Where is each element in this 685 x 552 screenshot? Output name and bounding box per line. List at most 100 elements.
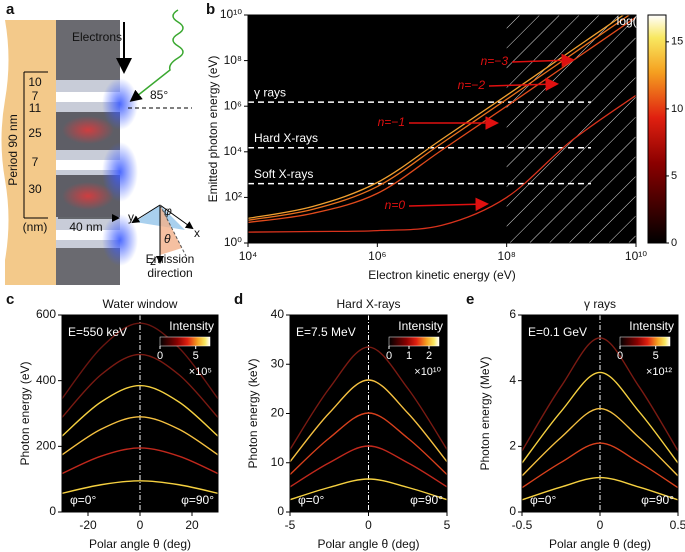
reference-label: Soft X-rays	[254, 167, 313, 181]
phi-label: φ=90°	[181, 493, 214, 507]
label: Electrons	[72, 30, 122, 44]
colorbar-label: Intensity	[398, 319, 443, 333]
axis	[159, 204, 187, 257]
angle-label: φ	[164, 204, 172, 218]
colorbar-tick-label: 5	[653, 350, 659, 362]
series-line	[62, 353, 218, 418]
reference-label: Hard X-rays	[254, 131, 318, 145]
x-tick-label: 10¹⁰	[625, 249, 647, 263]
energy-label: E=0.1 GeV	[528, 325, 587, 339]
x-axis-label: Electron kinetic energy (eV)	[368, 268, 515, 282]
y-axis-label: Photon energy (MeV)	[478, 356, 492, 470]
plot-area	[248, 15, 636, 243]
series-line	[62, 480, 218, 494]
y-tick-label: 6	[509, 307, 516, 321]
angle-label: θ	[164, 232, 171, 246]
panel-label: c	[6, 291, 14, 308]
series-label: n=−1	[378, 115, 405, 129]
field	[62, 116, 114, 144]
y-tick-label: 10²	[225, 190, 242, 204]
y-tick-label: 40	[271, 307, 285, 321]
axis	[131, 204, 161, 224]
dim: 25	[28, 126, 42, 140]
colorbar	[159, 336, 211, 347]
series-line	[62, 416, 218, 456]
panel-label: d	[234, 291, 243, 308]
panel-label: b	[206, 1, 215, 18]
panel-title: Water window	[103, 297, 178, 311]
axis-label: y	[128, 210, 134, 224]
series-arrow	[488, 77, 559, 92]
y-tick-label: 10⁸	[224, 53, 242, 67]
plot-frame	[247, 14, 637, 244]
label: Period 90 nm	[6, 114, 20, 185]
panel-title: Hard X-rays	[336, 297, 400, 311]
y-tick-label: 30	[271, 356, 285, 370]
series-line	[290, 379, 447, 463]
phi-label: φ=0°	[298, 493, 324, 507]
y-tick-label: 10⁴	[223, 144, 242, 158]
tooth	[56, 20, 120, 80]
series-line	[290, 412, 447, 476]
reference-label: γ rays	[254, 85, 286, 99]
x-tick-label: -20	[79, 518, 97, 532]
series-line	[248, 94, 636, 233]
series-line	[290, 445, 447, 488]
y-tick-label: 10⁰	[224, 235, 242, 249]
colorbar-tick-label: 10	[671, 103, 683, 115]
energy-label: E=7.5 MeV	[296, 325, 356, 339]
series-line	[522, 337, 678, 452]
y-tick-label: 200	[36, 439, 56, 453]
panel-title: γ rays	[584, 297, 616, 311]
field	[102, 78, 138, 130]
y-tick-label: 0	[509, 504, 516, 518]
series-line	[522, 442, 678, 489]
series-arrow	[408, 197, 489, 212]
colorbar-tick-label: 5	[671, 170, 677, 182]
colorbar-tick-label: 5	[193, 350, 199, 362]
plot-area	[522, 315, 678, 512]
plot-area	[290, 315, 447, 512]
series-line	[522, 371, 678, 464]
series-line	[248, 15, 625, 220]
phi-label: φ=0°	[530, 493, 556, 507]
colorbar-tick-label: 2	[426, 350, 432, 362]
dim: 10	[28, 75, 42, 89]
colorbar	[619, 336, 671, 347]
hatched-region	[506, 15, 636, 243]
series-arrow	[511, 53, 575, 68]
plot-area	[62, 315, 218, 512]
series-line	[62, 447, 218, 475]
series-label: n=0	[385, 198, 406, 212]
series-line	[62, 322, 218, 400]
y-tick-label: 20	[271, 406, 285, 420]
label: 40 nm	[69, 220, 102, 234]
substrate	[1, 20, 56, 285]
colorbar-tick-label: 0	[157, 350, 163, 362]
colorbar-tick-label: 0	[671, 237, 677, 249]
dim: 30	[28, 182, 42, 196]
series-line	[62, 384, 218, 437]
x-axis-label: Polar angle θ (deg)	[549, 537, 651, 551]
x-tick-label: -0.5	[512, 518, 533, 532]
y-tick-label: 4	[509, 373, 516, 387]
y-axis-label: Photon energy (keV)	[246, 358, 260, 468]
field	[62, 182, 114, 210]
energy-label: E=550 keV	[68, 325, 127, 339]
y-tick-label: 0	[49, 504, 56, 518]
colorbar-tick-label: 0	[386, 350, 392, 362]
x-tick-label: 0.5	[670, 518, 685, 532]
dim: 7	[32, 155, 39, 169]
series-label: n=−3	[481, 54, 509, 68]
colorbar	[647, 14, 667, 244]
gap	[56, 230, 120, 240]
gap	[56, 92, 120, 102]
phi-label: φ=90°	[641, 493, 674, 507]
colorbar-tick-label: 1	[406, 350, 412, 362]
dim: 11	[29, 101, 42, 115]
colorbar	[388, 336, 440, 347]
x-tick-label: 10⁴	[239, 249, 258, 263]
field	[102, 142, 138, 202]
field	[102, 214, 138, 266]
